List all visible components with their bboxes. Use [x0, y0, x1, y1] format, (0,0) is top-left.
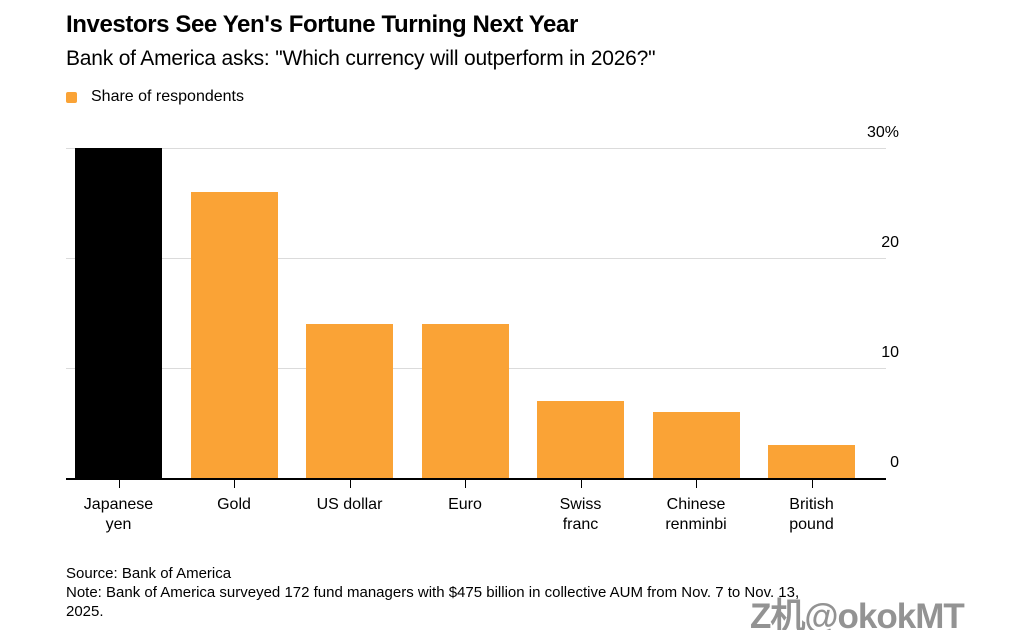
- x-axis-tick: [349, 480, 351, 488]
- bar-japanese-yen: [75, 148, 162, 478]
- x-axis-tick: [118, 480, 120, 488]
- source-text: Source: Bank of America: [66, 565, 232, 582]
- bar-gold: [190, 192, 278, 478]
- y-axis-label: 30%: [866, 124, 899, 141]
- note-text: Note: Bank of America surveyed 172 fund …: [66, 584, 800, 620]
- footnote: Source: Bank of America Note: Bank of Am…: [66, 564, 799, 621]
- y-axis-label: 0: [890, 454, 899, 471]
- watermark: Z机@okokMT: [750, 597, 965, 630]
- category-label-swiss-franc: Swiss franc: [559, 496, 602, 533]
- x-axis-tick: [811, 480, 813, 488]
- bar-euro: [421, 324, 509, 478]
- category-label-us-dollar: US dollar: [316, 496, 383, 513]
- chart-subtitle: Bank of America asks: "Which currency wi…: [66, 47, 656, 70]
- x-axis-tick: [465, 480, 466, 488]
- x-axis-tick: [580, 480, 582, 488]
- x-axis-tick: [696, 480, 697, 488]
- plot-area: 30% 20 10 0 Japanese yen Gold US dollar Euro Swis…: [66, 124, 899, 533]
- category-label-chinese-renminbi: Chinese renminbi: [665, 496, 727, 533]
- x-axis-line: [66, 478, 886, 480]
- category-label-british-pound: British pound: [789, 496, 834, 533]
- x-axis-tick: [234, 480, 235, 488]
- chart-title: Investors See Yen's Fortune Turning Next…: [66, 11, 578, 38]
- gridline: [66, 148, 886, 149]
- category-label-euro: Euro: [448, 496, 482, 513]
- legend-label: Share of respondents: [91, 88, 244, 105]
- gridline: [66, 258, 886, 259]
- bar-british-pound: [768, 445, 855, 478]
- category-label-japanese-yen: Japanese yen: [83, 496, 154, 533]
- category-label-gold: Gold: [217, 496, 251, 513]
- y-axis-label: 20: [881, 234, 899, 251]
- bar-us-dollar: [306, 324, 393, 478]
- bar-chinese-renminbi: [652, 412, 740, 478]
- legend-swatch-icon: [66, 91, 77, 103]
- bar-swiss-franc: [537, 401, 624, 478]
- legend: Share of respondents: [66, 88, 244, 106]
- y-axis-label: 10: [881, 344, 899, 361]
